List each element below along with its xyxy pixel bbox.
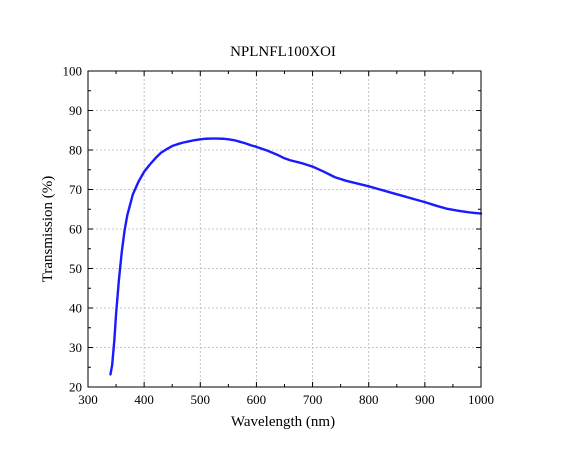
y-tick-label: 20 <box>69 380 82 395</box>
y-tick-label: 70 <box>69 182 82 197</box>
x-tick-label: 800 <box>359 392 379 407</box>
y-axis-label: Transmission (%) <box>40 176 56 283</box>
x-tick-label: 500 <box>191 392 211 407</box>
chart-title: NPLNFL100XOI <box>230 44 336 60</box>
y-tick-label: 60 <box>69 222 82 237</box>
y-tick-label: 40 <box>69 301 82 316</box>
y-tick-label: 50 <box>69 261 82 276</box>
x-tick-label: 400 <box>134 392 154 407</box>
x-tick-label: 1000 <box>468 392 494 407</box>
transmission-line <box>109 137 483 376</box>
x-axis-label: Wavelength (nm) <box>231 414 335 430</box>
y-tick-label: 30 <box>69 340 82 355</box>
x-axis: 300 400 500 600 700 800 900 1000 <box>78 71 494 407</box>
x-tick-label: 300 <box>78 392 98 407</box>
x-tick-label: 700 <box>303 392 323 407</box>
grid <box>88 71 481 387</box>
y-tick-label: 80 <box>69 143 82 158</box>
y-tick-label: 90 <box>69 103 82 118</box>
x-tick-label: 900 <box>415 392 435 407</box>
y-tick-label: 100 <box>63 64 83 79</box>
x-tick-label: 600 <box>247 392 267 407</box>
y-axis: 20 30 40 50 60 70 80 90 100 <box>63 64 481 395</box>
